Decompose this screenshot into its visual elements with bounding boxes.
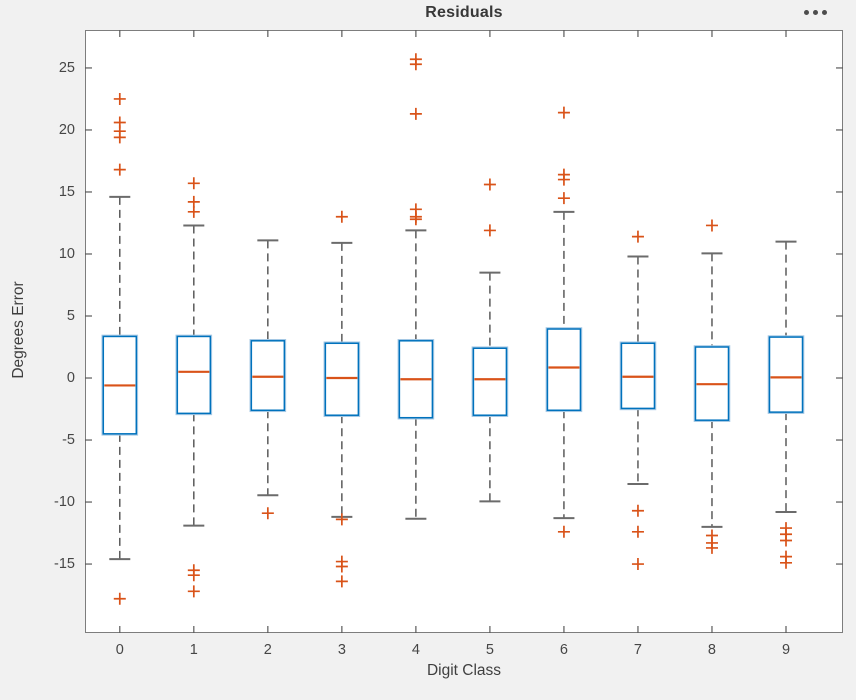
box-group-2[interactable] (249, 239, 287, 520)
x-tick-label: 3 (337, 642, 346, 658)
y-tick-label: 0 (66, 370, 75, 386)
outlier-marker (409, 107, 422, 120)
ellipsis-icon (812, 9, 818, 15)
iqr-box (546, 328, 582, 412)
box-group-7[interactable] (619, 230, 657, 571)
box-group-0[interactable] (101, 92, 139, 605)
box-group-8[interactable] (693, 219, 731, 554)
box-group-6[interactable] (545, 106, 583, 538)
box-group-4[interactable] (397, 53, 435, 520)
outlier-marker (780, 556, 793, 569)
options-menu-button[interactable] (798, 2, 832, 22)
box-group-9[interactable] (767, 240, 805, 569)
outlier-marker (113, 92, 126, 105)
outlier-marker (631, 558, 644, 571)
y-tick-label: 5 (66, 307, 75, 324)
iqr-box (768, 336, 804, 413)
outlier-marker (409, 58, 422, 71)
box-group-5[interactable] (471, 178, 509, 503)
outlier-marker (409, 213, 422, 226)
x-tick-label: 5 (485, 642, 494, 658)
x-tick-label: 9 (781, 642, 791, 658)
x-tick-label: 6 (559, 642, 568, 658)
y-tick-label: 10 (58, 245, 75, 262)
outlier-marker (557, 192, 570, 205)
outlier-marker (335, 575, 348, 588)
iqr-box (176, 335, 212, 415)
box-group-1[interactable] (175, 177, 213, 598)
y-tick-label: 20 (58, 121, 75, 138)
outlier-marker (113, 592, 126, 605)
x-tick-label: 4 (411, 642, 420, 658)
iqr-box (250, 340, 286, 412)
outlier-marker (187, 585, 200, 598)
iqr-box (324, 342, 360, 416)
outlier-marker (335, 513, 348, 526)
x-tick-label: 2 (263, 642, 272, 658)
outlier-marker (483, 224, 496, 237)
outlier-marker (187, 205, 200, 218)
ellipsis-icon (821, 9, 827, 15)
y-axis-label: Degrees Error (10, 281, 27, 379)
outlier-marker (113, 163, 126, 176)
outlier-marker (335, 560, 348, 573)
outlier-marker (335, 210, 348, 223)
x-tick-label: 1 (189, 642, 198, 658)
outlier-marker (780, 534, 793, 547)
outlier-marker (631, 525, 644, 538)
outlier-marker (113, 131, 126, 144)
y-tick-label: -15 (54, 556, 75, 573)
outlier-marker (631, 504, 644, 517)
x-tick-label: 7 (633, 642, 642, 658)
outlier-marker (557, 106, 570, 119)
plot-area[interactable] (85, 30, 843, 633)
axes-frame (85, 30, 843, 633)
chart-title: Residuals (425, 4, 503, 21)
outlier-marker (557, 525, 570, 538)
y-tick-label: 15 (58, 183, 75, 200)
outlier-marker (261, 507, 274, 520)
outlier-marker (705, 541, 718, 554)
iqr-box (472, 347, 508, 416)
x-axis-label: Digit Class (426, 662, 502, 679)
box-group-3[interactable] (323, 210, 361, 588)
x-tick-label: 8 (707, 642, 716, 658)
y-tick-label: 25 (58, 59, 75, 76)
ellipsis-icon (803, 9, 809, 15)
y-tick-label: -5 (62, 432, 75, 449)
outlier-marker (631, 230, 644, 243)
x-tick-label: 0 (115, 642, 124, 658)
outlier-marker (705, 219, 718, 232)
outlier-marker (187, 177, 200, 190)
outlier-marker (557, 173, 570, 186)
y-tick-label: -10 (54, 494, 75, 511)
outlier-marker (483, 178, 496, 191)
outlier-marker (187, 569, 200, 582)
